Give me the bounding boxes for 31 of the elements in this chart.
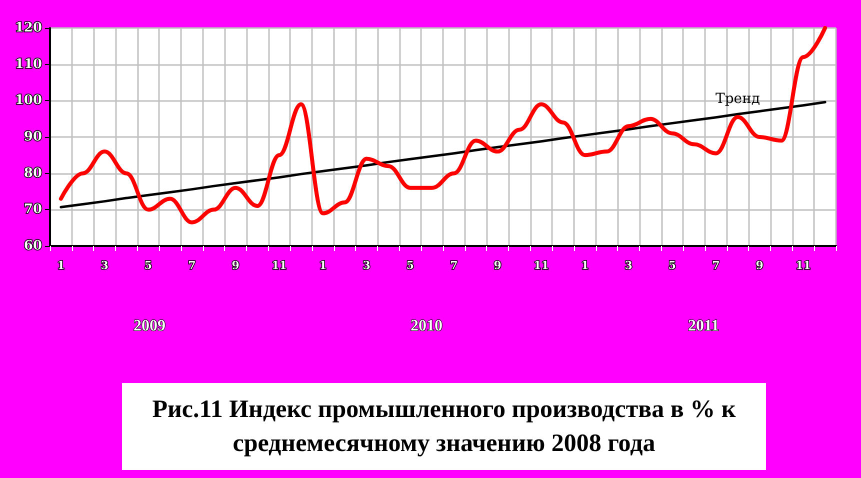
x-tick-label: 3 [100, 259, 108, 272]
text: 2011 [688, 318, 720, 334]
y-tick-label: 120 [14, 20, 42, 36]
x-tick-label: 11 [534, 259, 549, 272]
line-series [58, 26, 828, 224]
y-tick-label: 110 [14, 56, 42, 72]
x-tick-label: 5 [144, 259, 152, 272]
y-tick-label: 70 [24, 202, 42, 218]
x-tick-label: 11 [796, 259, 811, 272]
x-tick-label: 5 [668, 259, 676, 272]
x-tick-label: 1 [581, 259, 589, 272]
y-tick-label: 60 [24, 238, 42, 254]
text: Рис.11 Индекс промышленного производства в % к среднемесячному значению 2008 года [122, 383, 766, 470]
x-tick-label: 7 [450, 259, 458, 272]
x-tick-label: 1 [57, 259, 65, 272]
x-tick-label: 11 [272, 259, 287, 272]
x-tick-label: 7 [712, 259, 720, 272]
y-tick-label: 90 [24, 130, 42, 144]
x-tick-label: 1 [319, 259, 327, 272]
x-tick-label: 9 [232, 259, 240, 272]
text: 2010 [410, 318, 443, 334]
x-tick-label: 9 [756, 259, 764, 272]
text: 2009 [134, 318, 166, 334]
y-tick-label: 80 [24, 166, 42, 181]
y-tick-label: 100 [14, 93, 42, 108]
x-tick-label: 3 [362, 259, 370, 272]
x-tick-label: 7 [188, 259, 196, 272]
x-tick-label: 5 [406, 259, 414, 272]
series-label: Тренд [715, 91, 760, 108]
x-tick-label: 9 [494, 259, 502, 272]
x-tick-label: 3 [624, 259, 632, 272]
